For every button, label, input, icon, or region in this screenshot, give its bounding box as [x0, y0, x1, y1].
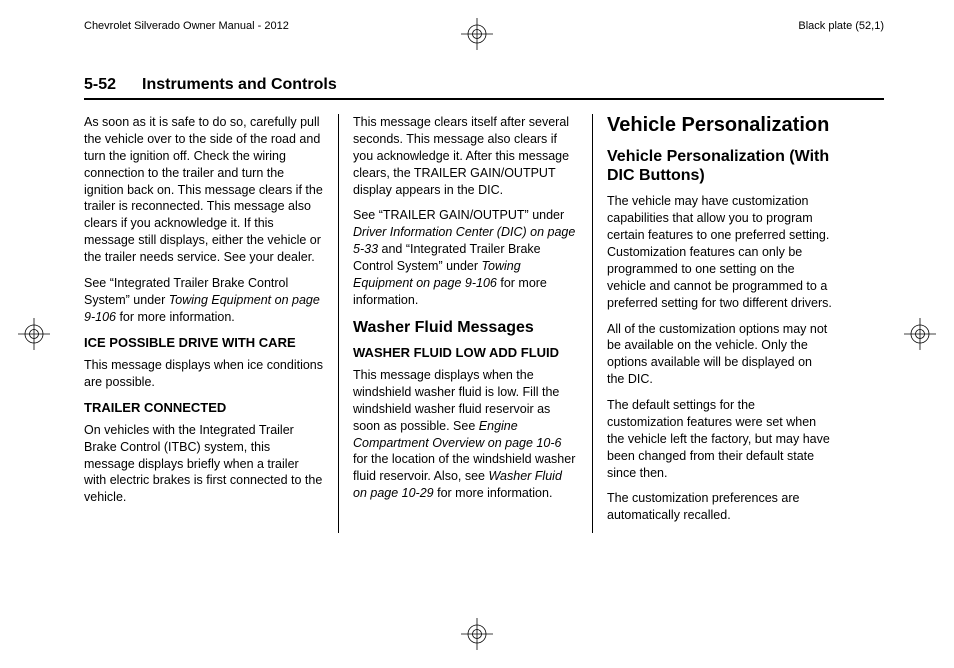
body-text: This message displays when ice condition…: [84, 357, 324, 391]
message-heading: TRAILER CONNECTED: [84, 400, 324, 416]
page-content: Chevrolet Silverado Owner Manual - 2012 …: [84, 20, 884, 533]
body-text: See “Integrated Trailer Brake Control Sy…: [84, 275, 324, 326]
header-right: Black plate (52,1): [798, 20, 884, 32]
subsection-heading: Vehicle Personalization (With DIC Button…: [607, 147, 832, 185]
crop-mark-right: [904, 318, 936, 350]
message-heading: ICE POSSIBLE DRIVE WITH CARE: [84, 335, 324, 351]
column-1: As soon as it is safe to do so, carefull…: [84, 114, 338, 533]
crop-mark-bottom: [461, 618, 493, 650]
crop-mark-left: [18, 318, 50, 350]
body-text: The default settings for the customizati…: [607, 397, 832, 481]
body-text: This message clears itself after several…: [353, 114, 578, 198]
body-text: See “TRAILER GAIN/OUTPUT” under Driver I…: [353, 207, 578, 308]
subsection-heading: Washer Fluid Messages: [353, 318, 578, 337]
column-3: Vehicle Personalization Vehicle Personal…: [592, 114, 846, 533]
body-text: The customization preferences are automa…: [607, 490, 832, 524]
content-columns: As soon as it is safe to do so, carefull…: [84, 114, 884, 533]
header-line: Chevrolet Silverado Owner Manual - 2012 …: [84, 20, 884, 32]
section-header: 5-52 Instruments and Controls: [84, 76, 884, 100]
section-title: Instruments and Controls: [142, 76, 337, 94]
body-text: The vehicle may have customization capab…: [607, 193, 832, 311]
chapter-heading: Vehicle Personalization: [607, 114, 832, 137]
body-text: As soon as it is safe to do so, carefull…: [84, 114, 324, 266]
body-text: This message displays when the windshiel…: [353, 367, 578, 502]
body-text: On vehicles with the Integrated Trailer …: [84, 422, 324, 506]
message-heading: WASHER FLUID LOW ADD FLUID: [353, 345, 578, 361]
header-left: Chevrolet Silverado Owner Manual - 2012: [84, 20, 289, 32]
column-2: This message clears itself after several…: [338, 114, 592, 533]
body-text: All of the customization options may not…: [607, 321, 832, 389]
page-number: 5-52: [84, 76, 116, 94]
